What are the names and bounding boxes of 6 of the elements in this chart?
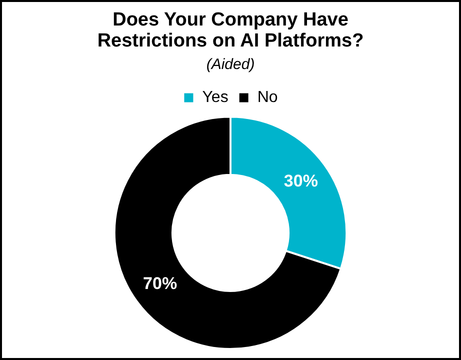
- chart-title: Does Your Company Have Restrictions on AI Platforms?: [97, 10, 364, 52]
- data-label: 30%: [284, 171, 318, 190]
- legend-label: Yes: [202, 89, 228, 106]
- chart-subtitle: (Aided): [206, 56, 255, 73]
- data-label: 70%: [143, 274, 178, 293]
- legend-label: No: [257, 89, 278, 106]
